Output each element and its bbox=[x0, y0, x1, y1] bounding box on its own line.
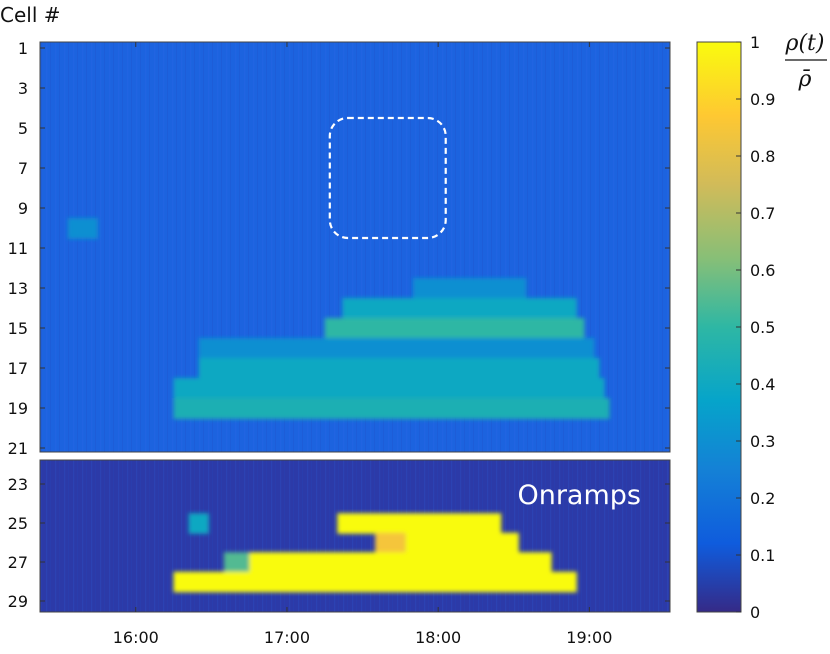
onramps-panel-frame bbox=[39, 459, 671, 613]
onramp-cell-block bbox=[337, 513, 502, 534]
y-tick-label: 5 bbox=[18, 119, 28, 138]
colorbar-label-numerator: ρ(t) bbox=[785, 31, 825, 56]
y-tick-label: 3 bbox=[18, 79, 28, 98]
onramp-cell-block bbox=[405, 532, 519, 554]
y-tick-label: 17 bbox=[8, 359, 28, 378]
onramp-cell-block bbox=[173, 571, 577, 593]
y-tick-label: 15 bbox=[8, 319, 28, 338]
x-tick-label: 18:00 bbox=[415, 628, 461, 647]
colorbar-tick-label: 0.9 bbox=[750, 90, 775, 109]
colorbar-scale bbox=[696, 41, 742, 613]
heatmap-cell-row bbox=[324, 318, 585, 339]
onramps-congestion-cells bbox=[173, 513, 577, 593]
onramps-heatmap-panel: Onramps 23 25 27 29 bbox=[8, 459, 671, 613]
y-tick-label: 19 bbox=[8, 399, 28, 418]
colorbar-tick-label: 0.4 bbox=[750, 375, 775, 394]
x-axis-ticks: 16:00 17:00 18:00 19:00 bbox=[113, 42, 612, 647]
y-axis-onramps-ticks: 23 25 27 29 bbox=[8, 475, 670, 611]
y-tick-label: 25 bbox=[8, 514, 28, 533]
y-tick-label: 7 bbox=[18, 159, 28, 178]
y-tick-label: 29 bbox=[8, 592, 28, 611]
x-tick-label: 17:00 bbox=[264, 628, 310, 647]
x-tick-label: 16:00 bbox=[113, 628, 159, 647]
y-tick-label: 13 bbox=[8, 279, 28, 298]
heatmap-cell-row bbox=[173, 378, 605, 399]
heatmap-cell-row bbox=[173, 398, 610, 419]
onramp-cell-block bbox=[188, 513, 209, 534]
y-tick-label: 11 bbox=[8, 239, 28, 258]
heatmap-cell-row bbox=[342, 298, 577, 319]
colorbar-tick-label: 0.6 bbox=[750, 261, 775, 280]
colorbar: 0 0.1 0.2 0.3 0.4 0.5 0.6 0.7 0.8 0.9 1 ρ(t) ρ̄ bbox=[696, 31, 827, 622]
onramp-cell-block bbox=[375, 532, 406, 554]
y-axis-title: Cell # bbox=[0, 3, 61, 27]
colorbar-tick-label: 0.1 bbox=[750, 546, 775, 565]
y-tick-label: 21 bbox=[8, 439, 28, 458]
y-tick-label: 9 bbox=[18, 199, 28, 218]
colorbar-tick-label: 0.7 bbox=[750, 204, 775, 223]
heatmap-cell-row bbox=[412, 278, 527, 299]
colorbar-tick-label: 1 bbox=[750, 33, 760, 52]
heatmap-cell-row bbox=[67, 218, 98, 239]
onramp-cell-block bbox=[223, 552, 250, 573]
colorbar-label-denominator: ρ̄ bbox=[798, 67, 812, 92]
main-panel-frame bbox=[39, 41, 671, 453]
x-tick-label: 19:00 bbox=[566, 628, 612, 647]
colorbar-tick-label: 0.8 bbox=[750, 147, 775, 166]
colorbar-ticks: 0 0.1 0.2 0.3 0.4 0.5 0.6 0.7 0.8 0.9 1 bbox=[736, 33, 775, 622]
heatmap-cell-row bbox=[198, 358, 600, 379]
onramp-cell-block bbox=[249, 552, 552, 573]
y-tick-label: 27 bbox=[8, 553, 28, 572]
heatmap-cell-row bbox=[198, 338, 595, 359]
colorbar-tick-label: 0.2 bbox=[750, 489, 775, 508]
y-tick-label: 23 bbox=[8, 475, 28, 494]
main-congestion-cells bbox=[67, 218, 610, 419]
y-tick-label: 1 bbox=[18, 39, 28, 58]
onramps-label: Onramps bbox=[517, 480, 641, 511]
highlight-dashed-box bbox=[328, 116, 447, 240]
colorbar-tick-label: 0.3 bbox=[750, 432, 775, 451]
colorbar-tick-label: 0.5 bbox=[750, 318, 775, 337]
colorbar-tick-label: 0 bbox=[750, 603, 760, 622]
